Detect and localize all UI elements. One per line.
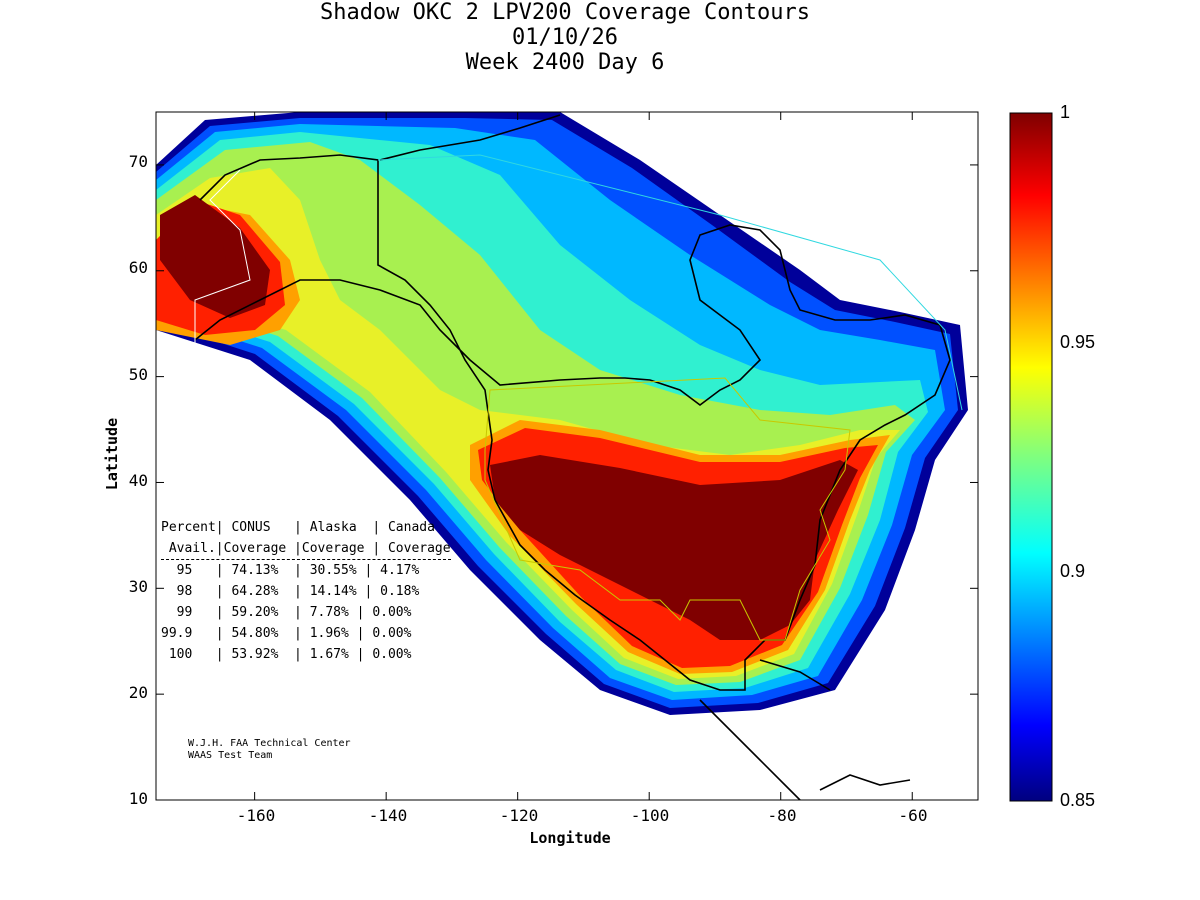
y-tick-label: 60 <box>128 258 148 277</box>
x-tick-label: -120 <box>499 806 539 825</box>
y-tick-label: 50 <box>128 365 148 384</box>
contour-100 <box>160 195 270 318</box>
stats-header-1: Percent| CONUS | Alaska | Canada <box>161 520 435 535</box>
conus-boundary <box>484 377 851 641</box>
y-tick-label: 20 <box>128 683 148 702</box>
y-tick-label: 40 <box>128 471 148 490</box>
plot-frame <box>155 111 979 801</box>
x-tick-label: -160 <box>236 806 276 825</box>
alaska-coast <box>194 154 951 691</box>
stats-row: 99 | 59.20% | 7.78% | 0.00% <box>161 605 412 620</box>
stats-header-2: Avail.|Coverage |Coverage | Coverage <box>161 538 451 560</box>
central-america-coast <box>699 699 801 800</box>
stats-row: 99.9 | 54.80% | 1.96% | 0.00% <box>161 626 412 641</box>
x-tick-label: -60 <box>898 806 928 825</box>
stats-row: 95 | 74.13% | 30.55% | 4.17% <box>161 563 420 578</box>
colorbar-label-max: 1 <box>1060 102 1071 122</box>
south-america-coast <box>819 774 911 791</box>
alaska-boundary <box>194 169 251 350</box>
title-line-1: Shadow OKC 2 LPV200 Coverage Contours <box>319 0 811 25</box>
stats-row: 100 | 53.92% | 1.67% | 0.00% <box>161 647 412 662</box>
colorbar-label: 0.9 <box>1060 561 1086 581</box>
coverage-stats-table: Percent| CONUS | Alaska | Canada Avail.|… <box>161 517 451 665</box>
y-axis-label: Latitude <box>103 417 121 491</box>
credit-line-1: W.J.H. FAA Technical Center <box>188 738 351 749</box>
y-tick-label: 10 <box>128 789 148 808</box>
cuba-coast <box>759 659 831 691</box>
coverage-contours <box>156 112 968 715</box>
credit-block: W.J.H. FAA Technical Center WAAS Test Te… <box>188 738 351 762</box>
colorbar-label-min: 0.85 <box>1060 790 1096 810</box>
region-boundaries <box>194 154 963 641</box>
x-tick-label: -80 <box>767 806 797 825</box>
colorbar <box>1009 112 1053 802</box>
canada-boundary <box>377 154 963 411</box>
colorbar-label: 0.95 <box>1060 332 1096 352</box>
title-line-2: 01/10/26 <box>512 25 618 50</box>
credit-line-2: WAAS Test Team <box>188 750 273 761</box>
x-axis-label: Longitude <box>529 829 611 847</box>
y-tick-label: 30 <box>128 577 148 596</box>
x-tick-label: -140 <box>368 806 408 825</box>
axis-ticks <box>156 112 978 801</box>
y-tick-label: 70 <box>128 152 148 171</box>
arctic-coast <box>379 114 561 161</box>
x-tick-label: -100 <box>630 806 670 825</box>
coastlines <box>194 114 951 800</box>
contour-100b <box>490 455 858 640</box>
stats-row: 98 | 64.28% | 14.14% | 0.18% <box>161 584 420 599</box>
chart-title: Shadow OKC 2 LPV200 Coverage Contours 01… <box>0 0 1130 75</box>
title-line-3: Week 2400 Day 6 <box>465 50 665 75</box>
